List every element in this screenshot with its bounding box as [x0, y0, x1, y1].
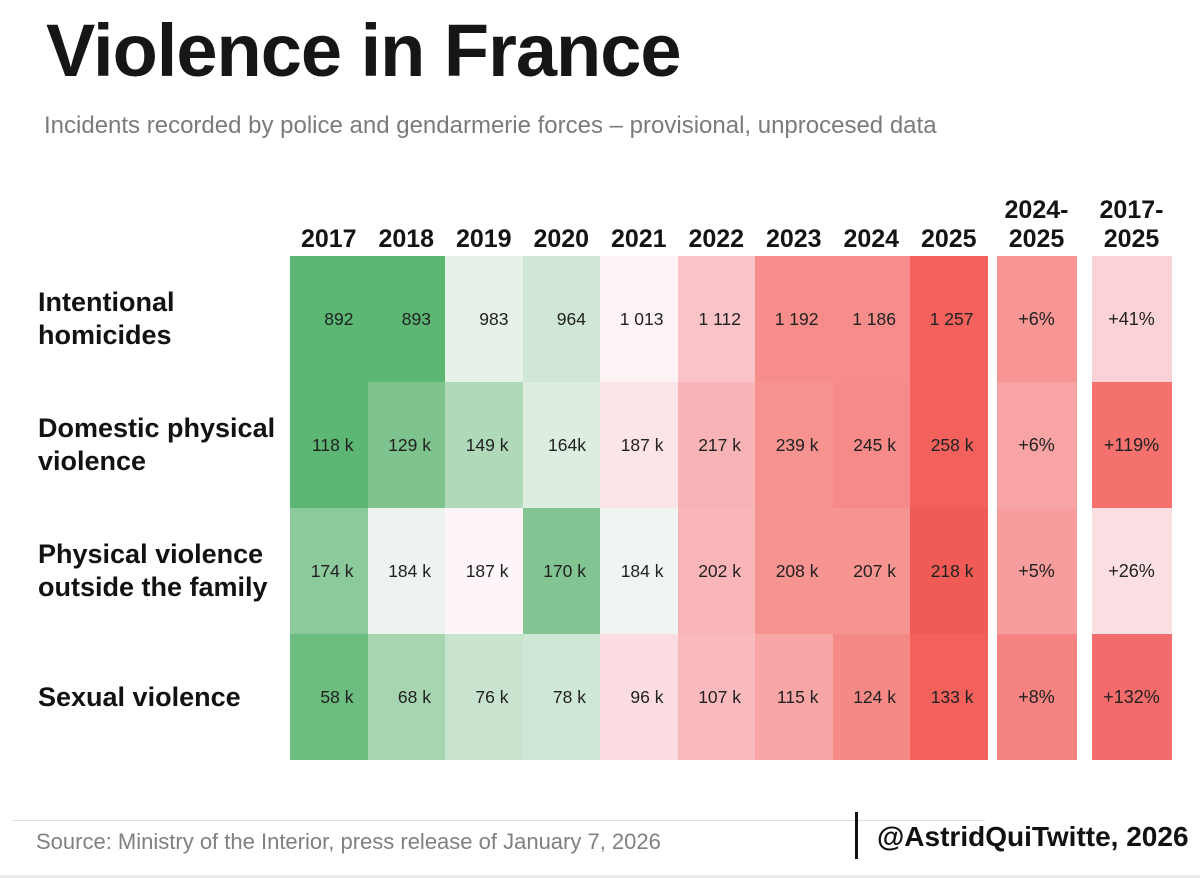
change-cell: +5%: [996, 508, 1077, 634]
heatmap-cell: 964: [522, 256, 600, 382]
heatmap-cell: 174 k: [290, 508, 368, 634]
heatmap-cell: 124 k: [832, 634, 910, 760]
heatmap-cell: 245 k: [832, 382, 910, 508]
heatmap-cell: 149 k: [445, 382, 523, 508]
bottom-edge-line: [0, 875, 1200, 878]
heatmap-cell: 983: [445, 256, 523, 382]
page-title: Violence in France: [46, 9, 682, 92]
change-cell: +119%: [1091, 382, 1172, 508]
heatmap-cell: 258 k: [910, 382, 988, 508]
heatmap-cell: 68 k: [367, 634, 445, 760]
change-cell: +6%: [996, 256, 1077, 382]
column-gap: [988, 382, 997, 508]
heatmap-cell: 202 k: [677, 508, 755, 634]
column-gap: [988, 508, 997, 634]
heatmap-cell: 118 k: [290, 382, 368, 508]
summary-column-header-2017-2025: 2017- 2025: [1099, 196, 1164, 253]
heatmap-cell: 1 192: [755, 256, 833, 382]
column-gap: [1077, 634, 1092, 760]
heatmap-cell: 96 k: [600, 634, 678, 760]
column-gap: [1077, 382, 1092, 508]
column-gap: [988, 256, 997, 382]
heatmap-cell: 170 k: [522, 508, 600, 634]
row-label: Intentional homicides: [38, 287, 175, 350]
column-gap: [1077, 256, 1092, 382]
page-subtitle: Incidents recorded by police and gendarm…: [44, 112, 937, 139]
column-header-row: 2017 2018 2019 2020 2021 2022 2023 2024 2025 2024…: [38, 186, 1172, 256]
heatmap-cell: 1 112: [677, 256, 755, 382]
heatmap-cell: 1 013: [600, 256, 678, 382]
heatmap-cell: 893: [367, 256, 445, 382]
summary-column-header-2024-2025: 2024- 2025: [1004, 196, 1069, 253]
row-label: Sexual violence: [38, 681, 241, 712]
column-header-2024: 2024: [843, 225, 900, 253]
heatmap-cell: 107 k: [677, 634, 755, 760]
table-row: Domestic physical violence 118 k 129 k 149 …: [38, 382, 1172, 508]
column-header-2020: 2020: [533, 225, 590, 253]
column-header-2022: 2022: [688, 225, 745, 253]
change-cell: +8%: [996, 634, 1077, 760]
heatmap-cell: 892: [290, 256, 368, 382]
heatmap-cell: 164k: [522, 382, 600, 508]
change-cell: +6%: [996, 382, 1077, 508]
table-row: Sexual violence 58 k 68 k 76 k 78 k 96 k 107 k…: [38, 634, 1172, 760]
change-cell: +26%: [1091, 508, 1172, 634]
column-header-2021: 2021: [610, 225, 667, 253]
heatmap-cell: 78 k: [522, 634, 600, 760]
heatmap-cell: 115 k: [755, 634, 833, 760]
change-cell: +132%: [1091, 634, 1172, 760]
table-row: Intentional homicides 892 893 983 964 1 013 1 …: [38, 256, 1172, 382]
heatmap-cell: 208 k: [755, 508, 833, 634]
heatmap-cell: 207 k: [832, 508, 910, 634]
heatmap-cell: 184 k: [367, 508, 445, 634]
heatmap-table: 2017 2018 2019 2020 2021 2022 2023 2024 2025 2024…: [38, 186, 1172, 760]
heatmap-cell: 217 k: [677, 382, 755, 508]
source-text: Source: Ministry of the Interior, press …: [36, 829, 661, 854]
attribution-bar: [855, 812, 858, 859]
column-header-2019: 2019: [455, 225, 512, 253]
footer-divider: [12, 820, 985, 821]
column-gap: [1077, 508, 1092, 634]
column-header-2025: 2025: [920, 225, 977, 253]
heatmap-cell: 129 k: [367, 382, 445, 508]
heatmap-cell: 1 186: [832, 256, 910, 382]
heatmap-cell: 187 k: [600, 382, 678, 508]
heatmap-cell: 218 k: [910, 508, 988, 634]
change-cell: +41%: [1091, 256, 1172, 382]
column-header-2023: 2023: [765, 225, 822, 253]
row-label: Domestic physical violence: [38, 413, 276, 476]
row-label: Physical violence outside the family: [38, 539, 268, 602]
heatmap-cell: 187 k: [445, 508, 523, 634]
heatmap-cell: 239 k: [755, 382, 833, 508]
heatmap-cell: 76 k: [445, 634, 523, 760]
heatmap-cell: 1 257: [910, 256, 988, 382]
column-header-2017: 2017: [300, 225, 357, 253]
heatmap-cell: 58 k: [290, 634, 368, 760]
table-row: Physical violence outside the family 174 …: [38, 508, 1172, 634]
heatmap-cell: 133 k: [910, 634, 988, 760]
column-gap: [988, 634, 997, 760]
heatmap-cell: 184 k: [600, 508, 678, 634]
column-header-2018: 2018: [378, 225, 435, 253]
attribution-text: @AstridQuiTwitte, 2026: [877, 821, 1189, 852]
